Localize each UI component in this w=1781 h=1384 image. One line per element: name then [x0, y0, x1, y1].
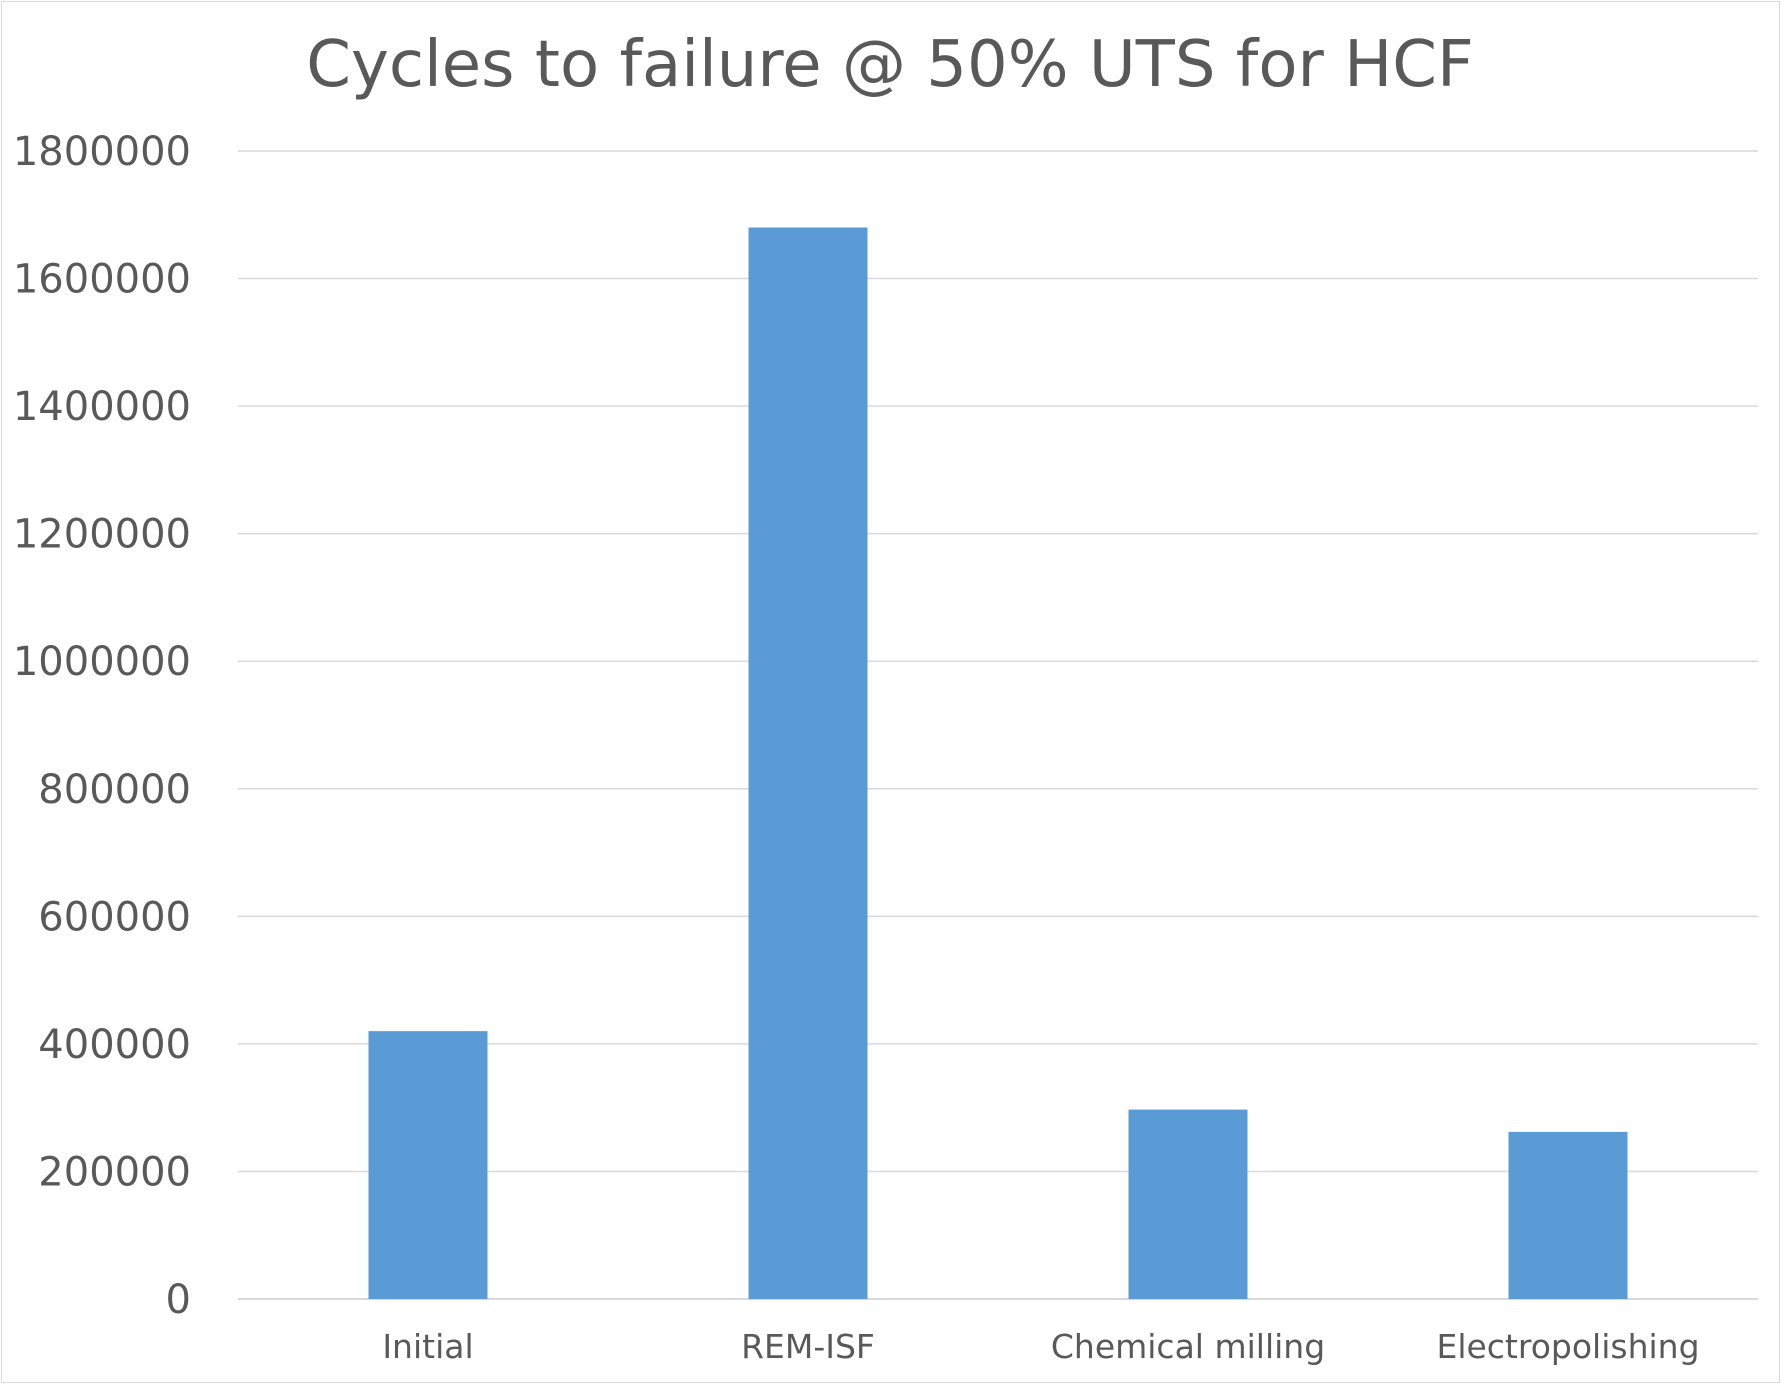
y-tick-label: 1600000 — [13, 257, 191, 303]
x-tick-label: Electropolishing — [1436, 1327, 1699, 1366]
y-tick-label: 1800000 — [13, 129, 191, 175]
x-tick-label: Initial — [382, 1327, 473, 1366]
y-tick-label: 0 — [166, 1277, 191, 1323]
bars — [368, 227, 1628, 1300]
y-tick-label: 800000 — [38, 767, 191, 813]
chart-title: Cycles to failure @ 50% UTS for HCF — [306, 28, 1474, 102]
y-tick-label: 1400000 — [13, 384, 191, 430]
y-tick-label: 1200000 — [13, 512, 191, 558]
bar-rem-isf — [748, 227, 868, 1300]
y-axis-ticks: 0 200000 400000 600000 800000 1000000 1200000 1… — [13, 129, 191, 1323]
y-tick-label: 1000000 — [13, 639, 191, 685]
bar-chemical-milling — [1128, 1109, 1248, 1299]
y-tick-label: 400000 — [38, 1022, 191, 1068]
x-axis-ticks: Initial REM-ISF Chemical milling Electropol… — [382, 1327, 1699, 1366]
x-tick-label: REM-ISF — [741, 1327, 875, 1366]
bar-electropolishing — [1508, 1131, 1628, 1299]
y-tick-label: 200000 — [38, 1149, 191, 1195]
x-tick-label: Chemical milling — [1051, 1327, 1325, 1366]
bar-initial — [368, 1031, 488, 1299]
y-tick-label: 600000 — [38, 894, 191, 940]
gridlines — [238, 150, 1758, 1300]
